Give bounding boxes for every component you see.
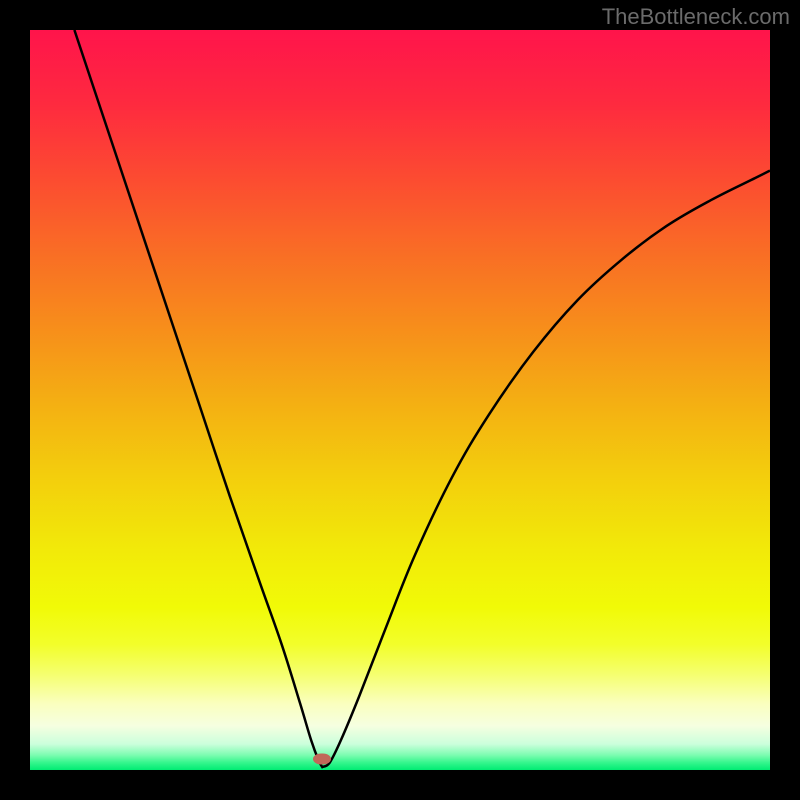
- bottleneck-chart: [30, 30, 770, 770]
- bottleneck-curve: [30, 30, 770, 770]
- watermark-text: TheBottleneck.com: [602, 4, 790, 30]
- optimum-marker: [313, 753, 331, 764]
